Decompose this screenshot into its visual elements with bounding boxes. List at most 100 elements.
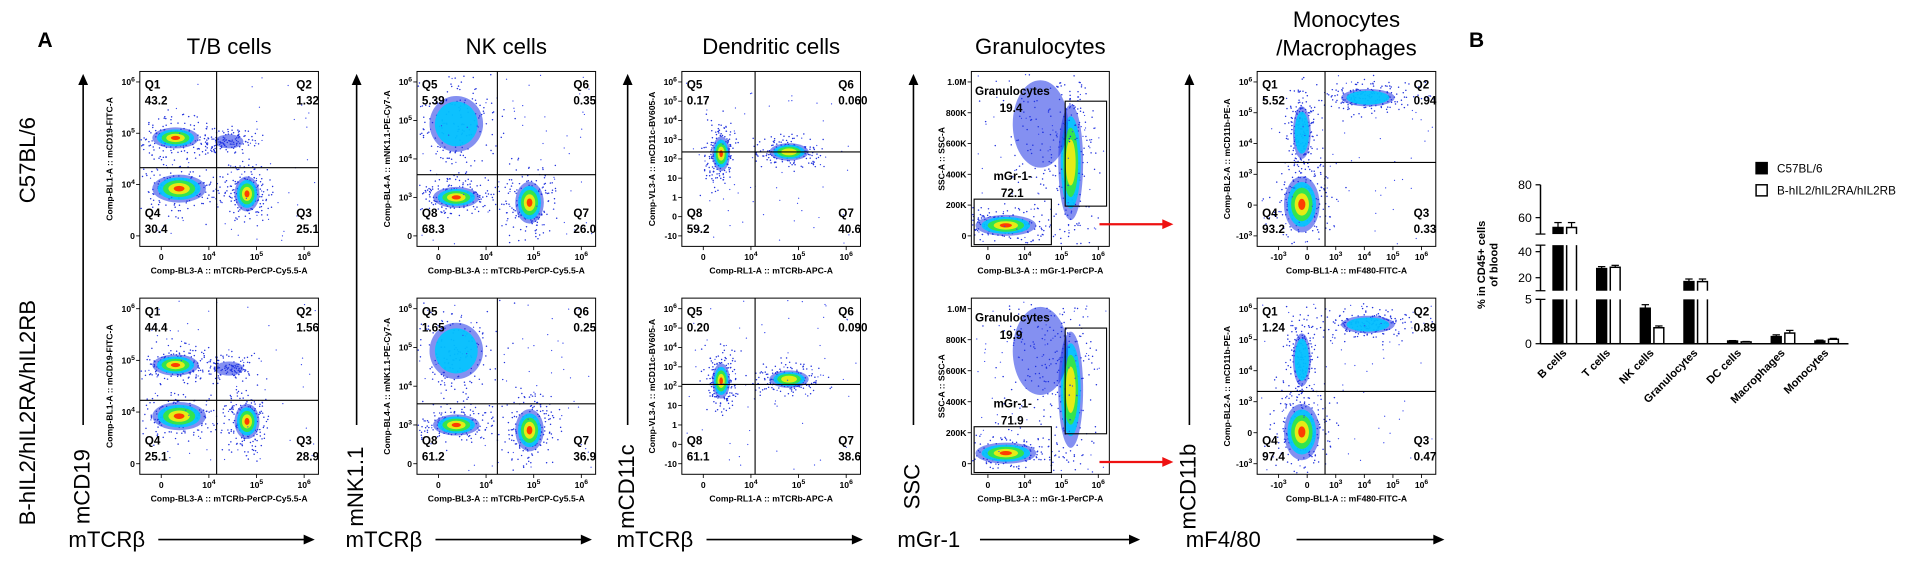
event-dot bbox=[1086, 139, 1088, 142]
event-dot bbox=[207, 427, 209, 429]
tick-label: 10 bbox=[667, 401, 677, 411]
event-dot bbox=[501, 449, 503, 451]
tick-label: 103 bbox=[399, 419, 413, 430]
event-dot bbox=[422, 153, 424, 155]
event-dot bbox=[140, 139, 143, 141]
event-dot bbox=[189, 373, 191, 375]
event-dot bbox=[784, 395, 786, 397]
event-dot bbox=[492, 199, 494, 201]
event-dot bbox=[1015, 466, 1018, 468]
event-dot bbox=[181, 113, 184, 116]
event-dot bbox=[203, 356, 205, 359]
event-dot bbox=[206, 126, 208, 128]
event-dot bbox=[454, 77, 456, 79]
event-dot bbox=[150, 203, 153, 205]
event-dot bbox=[996, 414, 998, 416]
event-dot bbox=[447, 216, 449, 219]
tick-exp: 2 bbox=[673, 153, 677, 160]
event-dot bbox=[553, 197, 556, 200]
density-level bbox=[526, 426, 533, 435]
column-title: Granulocytes bbox=[975, 34, 1106, 59]
event-dot bbox=[177, 330, 179, 332]
event-dot bbox=[469, 380, 471, 383]
density-level bbox=[526, 198, 533, 207]
event-dot bbox=[143, 148, 145, 151]
event-dot bbox=[1089, 147, 1091, 149]
event-dot bbox=[1067, 202, 1069, 204]
event-dot bbox=[494, 203, 497, 206]
event-dot bbox=[714, 190, 717, 193]
event-dot bbox=[429, 192, 432, 194]
event-dot bbox=[169, 457, 171, 459]
event-dot bbox=[808, 385, 810, 387]
tick-base: 10 bbox=[399, 154, 409, 164]
event-dot bbox=[186, 158, 188, 161]
event-dot bbox=[550, 395, 552, 398]
event-dot bbox=[714, 410, 717, 412]
tick-label: 104 bbox=[479, 479, 493, 490]
event-dot bbox=[1061, 93, 1063, 96]
event-dot bbox=[713, 186, 716, 189]
gate-name: Q7 bbox=[838, 435, 854, 448]
event-dot bbox=[1057, 407, 1059, 410]
event-dot bbox=[450, 184, 453, 187]
event-dot bbox=[715, 133, 718, 136]
event-dot bbox=[491, 465, 493, 467]
event-dot bbox=[155, 341, 158, 343]
event-dot bbox=[156, 334, 159, 337]
event-dot bbox=[728, 373, 730, 376]
event-dot bbox=[420, 339, 422, 341]
event-dot bbox=[848, 395, 850, 397]
event-dot bbox=[520, 387, 522, 390]
event-dot bbox=[183, 350, 185, 353]
event-dot bbox=[781, 171, 783, 174]
event-dot bbox=[281, 239, 283, 241]
event-dot bbox=[1068, 394, 1071, 396]
event-dot bbox=[241, 148, 244, 151]
event-dot bbox=[145, 427, 147, 430]
event-dot bbox=[505, 200, 507, 203]
event-dot bbox=[737, 192, 739, 194]
event-dot bbox=[710, 119, 713, 122]
event-dot bbox=[508, 434, 510, 436]
event-dot bbox=[974, 229, 977, 231]
event-dot bbox=[239, 360, 242, 363]
event-dot bbox=[728, 459, 731, 461]
event-dot bbox=[211, 146, 213, 149]
event-dot bbox=[1079, 107, 1082, 110]
event-dot bbox=[552, 416, 555, 419]
event-dot bbox=[493, 193, 495, 196]
density-level bbox=[170, 362, 181, 368]
event-dot bbox=[981, 233, 984, 236]
event-dot bbox=[177, 394, 180, 396]
tick-label: 104 bbox=[399, 153, 413, 164]
event-dot bbox=[1063, 84, 1066, 86]
event-dot bbox=[422, 418, 424, 420]
event-dot bbox=[192, 171, 194, 173]
event-dot bbox=[1078, 222, 1080, 224]
event-dot bbox=[266, 427, 269, 429]
event-dot bbox=[153, 149, 155, 151]
event-dot bbox=[1023, 301, 1025, 303]
event-dot bbox=[218, 192, 220, 195]
event-dot bbox=[590, 466, 592, 468]
event-dot bbox=[768, 153, 770, 156]
event-dot bbox=[236, 218, 238, 220]
event-dot bbox=[430, 145, 433, 147]
event-dot bbox=[729, 145, 731, 147]
event-dot bbox=[449, 407, 452, 410]
event-dot bbox=[448, 76, 450, 78]
tick-exp: 5 bbox=[408, 115, 412, 122]
event-dot bbox=[159, 174, 161, 176]
event-dot bbox=[423, 116, 425, 119]
event-dot bbox=[1044, 169, 1046, 171]
event-dot bbox=[444, 411, 447, 414]
event-dot bbox=[1060, 237, 1062, 240]
event-dot bbox=[1033, 406, 1036, 409]
event-dot bbox=[731, 404, 734, 407]
event-dot bbox=[731, 392, 733, 394]
event-dot bbox=[699, 194, 702, 197]
event-dot bbox=[794, 163, 796, 166]
event-dot bbox=[459, 88, 461, 91]
event-dot bbox=[426, 431, 429, 434]
